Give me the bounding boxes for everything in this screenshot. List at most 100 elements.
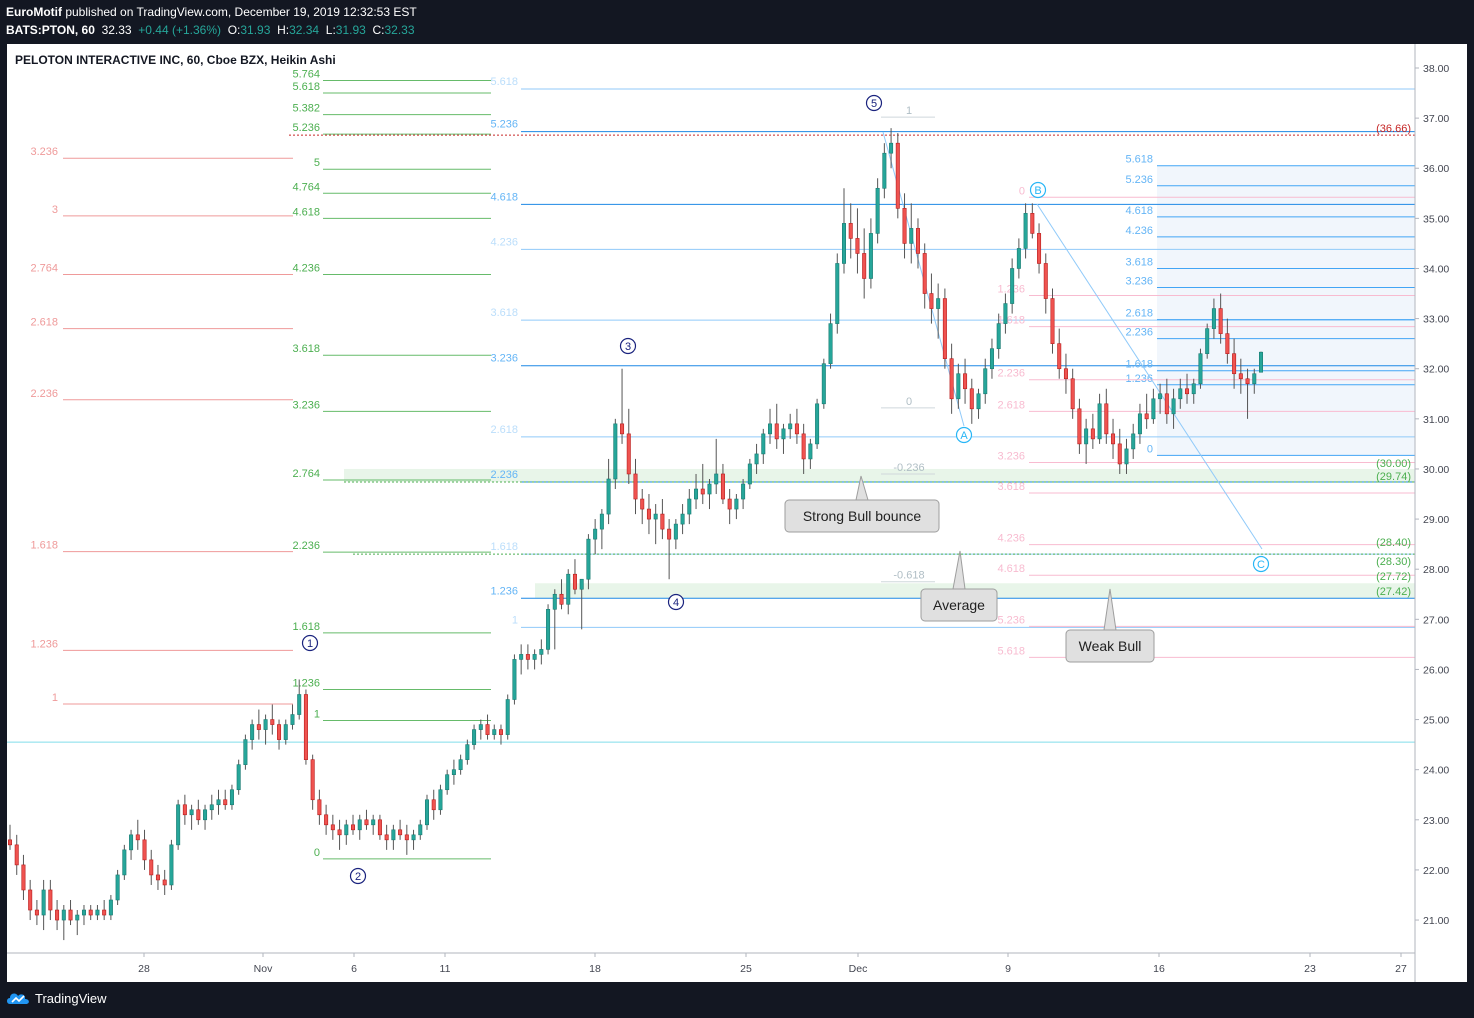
symbol-label[interactable]: BATS:PTON, 60 [6,23,95,37]
candle-down [14,844,19,866]
candle-down [1104,403,1109,435]
price-chart[interactable]: 5.7645.6185.3825.23654.7644.6184.2363.61… [7,44,1467,982]
candle-up [1124,448,1129,465]
x-tick-label: 11 [440,963,451,975]
candle-down [324,814,329,826]
candle-up [599,513,604,530]
x-tick-label: 28 [138,963,150,975]
candle-up [283,724,288,740]
candle-up [1151,398,1156,420]
candle-up [169,844,174,886]
candle-down [1077,408,1082,445]
candle-down [1070,378,1075,410]
candle-down [1050,298,1055,344]
candle-down [102,909,107,916]
fib-blue-right-label: 5.236 [1125,174,1153,186]
candle-up [357,819,362,831]
fib-blue-mid-label: 1.618 [490,541,518,553]
wave-label-circle [865,94,883,112]
fib-blue-mid-label: 3.236 [490,353,518,365]
fib-pink-right-label: 1.618 [997,315,1025,327]
candle-up [75,914,80,921]
wave-label-circle [301,634,319,652]
candle-up [418,824,423,836]
candle-down [855,238,860,254]
wave-label-2: 2 [355,871,361,883]
fib-layer: 5.7645.6185.3825.23654.7644.6184.2363.61… [7,69,1415,860]
candle-down [700,488,705,495]
candle-up [976,393,981,410]
candle-down [572,573,577,590]
fib-blue-right-label: 4.236 [1125,225,1153,237]
wave-label-circle [349,867,367,885]
candle-down [398,829,403,836]
candle-down [922,253,927,294]
candle-up [478,724,483,730]
candle-down [1030,213,1035,234]
candle-down [182,804,187,816]
wave-label-circle [1252,555,1270,573]
wave-label-circle [667,593,685,611]
wave-labels-layer: 1 2 3 4 5 A B C [301,94,1270,885]
tradingview-logo[interactable]: TradingView [6,990,107,1006]
chart-title: PELOTON INTERACTIVE INC, 60, Cboe BZX, H… [15,53,336,67]
candle-down [377,819,382,836]
candle-up [673,523,678,540]
candle-down [667,528,672,540]
fib-pink-right-label: 3.618 [997,481,1025,493]
candle-down [485,724,490,735]
candle-up [236,764,241,791]
author-name[interactable]: EuroMotif [6,5,62,19]
candle-down [404,834,409,841]
candle-up [243,739,248,765]
fib-pink-right-label: 5.236 [997,614,1025,626]
candle-down [902,208,907,244]
wave-label-circle [1029,181,1047,199]
candle-up [438,789,443,811]
candle-up [209,804,214,811]
close-label: C: [372,23,385,37]
fib-pink-right-label: 4.618 [997,563,1025,575]
candle-up [1137,413,1142,435]
candle-up [593,528,598,540]
candle-down [196,809,201,821]
time-axis[interactable]: 28 Nov 6 11 18 25 Dec 9 16 23 27 [138,953,1407,975]
candle-up [1010,268,1015,304]
fib-red-label: 2.764 [30,262,58,274]
candle-down [330,824,335,831]
price-change: +0.44 (+1.36%) [138,23,222,37]
fib-pink-right-label: 0 [1019,185,1025,197]
candle-down [1043,263,1048,299]
price-labels: (36.66) (30.00)(29.74) (28.40) (28.30) (27.7… [1376,123,1411,598]
candle-up [1191,383,1196,395]
candle-up [552,593,557,610]
candle-up [297,694,302,715]
y-tick-label: 26.00 [1423,664,1449,676]
y-tick-label: 32.00 [1423,364,1449,376]
candle-up [519,654,524,660]
fib-gray-label: -0.618 [893,570,924,582]
publish-info: EuroMotif published on TradingView.com, … [6,5,417,19]
candle-up [1252,373,1257,385]
candle-down [1245,378,1250,385]
fib-green-label: 4.236 [292,262,320,274]
fib-gray-label: 1 [906,105,912,117]
candle-down [351,824,356,831]
fib-green-label: 1.618 [292,621,320,633]
fib-blue-mid-label: 1 [512,614,518,626]
candle-up [815,403,820,445]
candle-down [48,889,53,911]
candle-up [344,824,349,836]
y-tick-label: 23.00 [1423,815,1449,827]
x-tick-label: 23 [1304,963,1316,975]
candle-up [391,829,396,841]
candle-up [956,373,961,400]
candle-up [768,423,773,435]
price-axis[interactable]: 38.00 37.00 36.00 35.00 34.00 33.00 32.00 31.00… [1415,63,1449,927]
candle-up [734,498,739,510]
candle-up [788,423,793,430]
candle-up [781,428,786,440]
candle-up [875,187,880,234]
candle-down [720,473,725,500]
y-tick-label: 34.00 [1423,263,1449,275]
